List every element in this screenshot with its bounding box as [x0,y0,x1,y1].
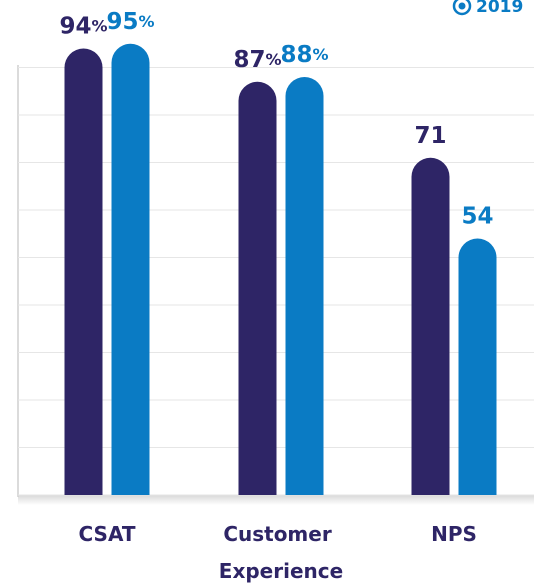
data-label: 71 [414,122,446,148]
x-tick-label-line: CSAT [78,522,135,546]
bar [111,43,150,495]
data-label-number: 94 [59,13,91,39]
data-label: 94% [59,13,107,39]
data-label-number: 88 [280,42,312,68]
data-label-number: 54 [461,203,493,229]
data-label: 54 [461,203,493,229]
data-label-unit: % [265,49,281,68]
x-tick-label-line: Customer [223,522,338,546]
legend-icon-dot [458,2,466,10]
x-tick-label: NPS [431,522,477,546]
legend-label: 2019 [476,0,523,17]
bar [411,157,450,495]
legend-icon [452,0,472,16]
x-tick-label-line: Experience [219,559,343,583]
bar [64,48,103,495]
baseline-shadow [18,495,534,505]
data-label-number: 87 [233,46,265,72]
x-tick-label: CSAT [78,522,135,546]
data-label-number: 71 [414,122,446,148]
data-label-unit: % [91,16,107,35]
bar [458,238,497,495]
x-tick-label: Customer Experience [219,522,343,583]
x-tick-label-line: NPS [431,522,477,546]
bar [238,81,277,496]
data-label-unit: % [312,45,328,64]
data-label-number: 95 [106,8,138,34]
data-label: 88% [280,42,328,68]
data-label-unit: % [138,11,154,30]
data-label: 87% [233,46,281,72]
data-label: 95% [106,8,154,34]
bar [285,77,324,495]
